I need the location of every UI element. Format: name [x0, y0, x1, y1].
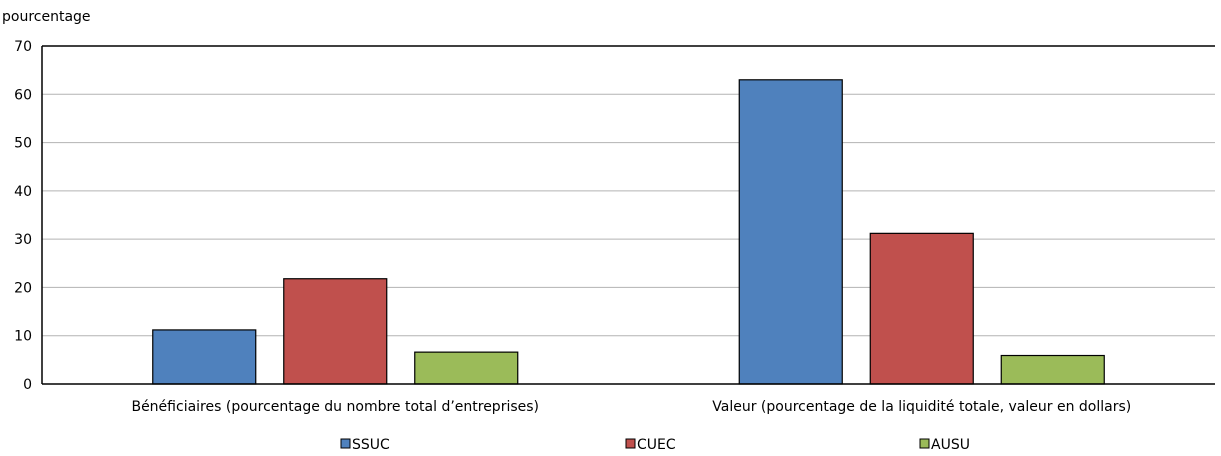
x-tick-labels: Bénéficiaires (pourcentage du nombre tot…: [131, 399, 1131, 415]
y-tick-label: 0: [23, 377, 32, 393]
x-tick-label: Bénéficiaires (pourcentage du nombre tot…: [131, 399, 539, 415]
y-tick-label: 30: [14, 232, 32, 248]
y-tick-label: 70: [14, 39, 32, 55]
legend-label-cuec: CUEC: [637, 437, 676, 453]
y-tick-label: 10: [14, 329, 32, 345]
bar-ssuc: [152, 329, 257, 385]
bar-cuec: [283, 278, 388, 385]
legend-swatch-cuec: [625, 438, 636, 449]
gridlines: [42, 93, 1215, 337]
legend-swatch-ssuc: [340, 438, 351, 449]
y-tick-label: 20: [14, 280, 32, 296]
legend: SSUC CUEC AUSU: [340, 437, 970, 453]
bars: [152, 79, 1105, 385]
y-tick-label: 40: [14, 184, 32, 200]
legend-label-ausu: AUSU: [931, 437, 970, 453]
x-tick-label: Valeur (pourcentage de la liquidité tota…: [712, 399, 1131, 415]
y-tick-label: 50: [14, 136, 32, 152]
legend-label-ssuc: SSUC: [352, 437, 390, 453]
y-tick-label: 60: [14, 87, 32, 103]
legend-swatch-ausu: [919, 438, 930, 449]
bar-ausu: [1000, 354, 1105, 385]
y-axis-label: pourcentage: [2, 9, 91, 25]
bar-ausu: [414, 351, 519, 385]
bar-cuec: [869, 232, 974, 385]
y-tick-labels: 0 10 20 30 40 50 60 70: [14, 39, 32, 393]
bar-ssuc: [738, 79, 843, 385]
